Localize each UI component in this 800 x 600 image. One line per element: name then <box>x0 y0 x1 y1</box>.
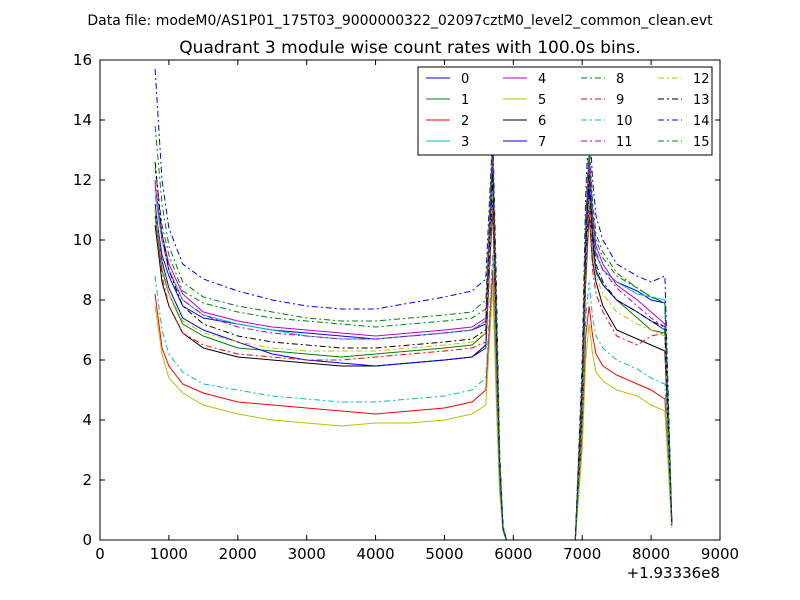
legend-label-5: 5 <box>538 93 546 108</box>
legend-label-7: 7 <box>538 135 546 150</box>
x-offset-label: +1.93336e8 <box>627 564 720 582</box>
x-tick-label: 1000 <box>150 545 188 563</box>
x-tick-label: 9000 <box>701 545 739 563</box>
x-tick-label: 5000 <box>425 545 463 563</box>
legend-label-0: 0 <box>461 72 469 87</box>
y-tick-label: 12 <box>73 171 92 189</box>
legend-label-4: 4 <box>538 72 546 87</box>
series-line-8 <box>154 143 673 541</box>
x-axis: 0 1000 2000 3000 4000 5000 6000 7000 8000 9000 <box>95 60 739 563</box>
legend-label-6: 6 <box>538 114 546 129</box>
y-tick-label: 2 <box>82 471 92 489</box>
legend-label-9: 9 <box>616 93 624 108</box>
y-tick-label: 8 <box>82 291 92 309</box>
y-tick-label: 14 <box>73 111 92 129</box>
y-tick-label: 6 <box>82 351 92 369</box>
x-tick-label: 3000 <box>288 545 326 563</box>
series-line-5 <box>154 284 673 541</box>
x-tick-label: 8000 <box>632 545 670 563</box>
chart-title: Quadrant 3 module wise count rates with … <box>179 38 640 58</box>
y-tick-label: 10 <box>73 231 92 249</box>
legend-box <box>417 66 713 156</box>
legend-label-15: 15 <box>693 135 710 150</box>
series-line-9 <box>154 209 673 541</box>
legend-label-2: 2 <box>461 114 469 129</box>
series-line-10 <box>154 254 673 541</box>
legend-label-12: 12 <box>693 72 710 87</box>
legend-label-13: 13 <box>693 93 710 108</box>
legend-label-10: 10 <box>616 114 633 129</box>
legend-label-1: 1 <box>461 93 469 108</box>
x-tick-label: 4000 <box>356 545 394 563</box>
y-tick-label: 16 <box>73 51 92 69</box>
x-tick-label: 2000 <box>219 545 257 563</box>
y-tick-label: 4 <box>82 411 92 429</box>
legend-label-3: 3 <box>461 135 469 150</box>
legend-label-11: 11 <box>616 135 633 150</box>
x-tick-label: 7000 <box>563 545 601 563</box>
chart-suptitle: Data file: modeM0/AS1P01_175T03_90000003… <box>87 13 713 29</box>
series-line-15 <box>154 125 673 541</box>
y-tick-label: 0 <box>82 531 92 549</box>
series-line-11 <box>154 155 673 541</box>
series-line-13 <box>154 161 673 541</box>
series-layer <box>154 68 673 541</box>
x-tick-label: 0 <box>95 545 105 563</box>
legend-label-8: 8 <box>616 72 624 87</box>
legend-label-14: 14 <box>693 114 710 129</box>
x-tick-label: 6000 <box>494 545 532 563</box>
